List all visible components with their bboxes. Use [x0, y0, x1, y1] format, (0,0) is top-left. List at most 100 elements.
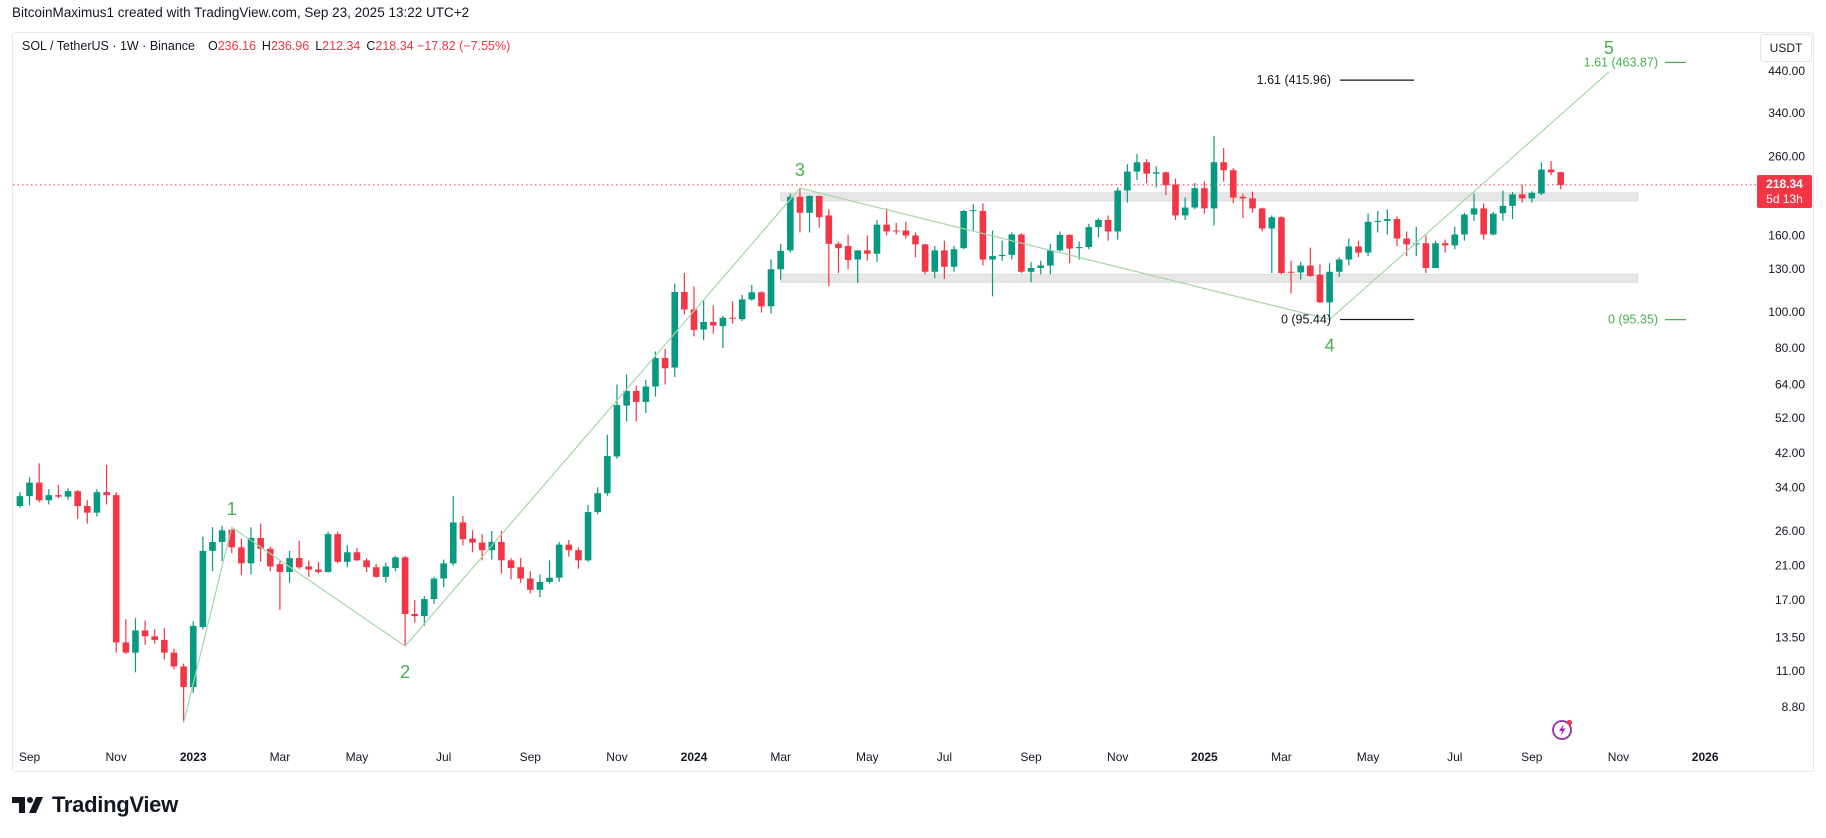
- candle[interactable]: [652, 351, 659, 397]
- candle[interactable]: [950, 245, 958, 272]
- candle[interactable]: [132, 618, 139, 673]
- candle[interactable]: [864, 235, 871, 261]
- candle[interactable]: [363, 558, 370, 572]
- fib-layer[interactable]: 1.61 (415.96) 0 (95.44) 1.61 (463.87) 0 (95…: [1257, 55, 1686, 327]
- candle[interactable]: [892, 222, 900, 235]
- candle[interactable]: [1210, 135, 1218, 226]
- candle[interactable]: [1124, 164, 1131, 203]
- candle[interactable]: [969, 204, 977, 231]
- candle[interactable]: [536, 574, 544, 598]
- candle[interactable]: [35, 463, 43, 503]
- candle[interactable]: [642, 379, 650, 413]
- candle[interactable]: [449, 496, 457, 566]
- candle[interactable]: [1008, 232, 1016, 260]
- candle[interactable]: [55, 484, 62, 499]
- candle[interactable]: [315, 561, 322, 574]
- candle[interactable]: [1384, 209, 1391, 235]
- candle[interactable]: [998, 240, 1006, 261]
- candle[interactable]: [498, 530, 505, 574]
- candle[interactable]: [1326, 263, 1333, 320]
- candle[interactable]: [1152, 166, 1160, 188]
- candle[interactable]: [989, 230, 996, 297]
- candle[interactable]: [507, 558, 515, 580]
- candle[interactable]: [1441, 239, 1449, 253]
- candle[interactable]: [1451, 226, 1459, 250]
- elliott-wave-layer[interactable]: 1 2 3 4 5: [183, 38, 1614, 723]
- candle[interactable]: [64, 488, 72, 500]
- candle[interactable]: [700, 299, 707, 341]
- candle[interactable]: [883, 208, 890, 236]
- candle[interactable]: [1518, 184, 1526, 203]
- candle[interactable]: [729, 301, 736, 324]
- candle[interactable]: [257, 523, 264, 562]
- symbol-title[interactable]: SOL / TetherUS · 1W · Binance: [22, 39, 195, 53]
- candle[interactable]: [1085, 223, 1093, 250]
- candle[interactable]: [1538, 162, 1545, 196]
- candle[interactable]: [546, 560, 553, 584]
- candle[interactable]: [180, 663, 187, 723]
- candle[interactable]: [1316, 264, 1324, 304]
- candle[interactable]: [1374, 210, 1382, 233]
- candle[interactable]: [921, 243, 929, 275]
- candle[interactable]: [1412, 226, 1420, 257]
- candle[interactable]: [555, 541, 563, 582]
- candle[interactable]: [1056, 231, 1064, 252]
- candle[interactable]: [1364, 213, 1372, 257]
- candle[interactable]: [1249, 191, 1256, 213]
- candle[interactable]: [151, 629, 159, 644]
- candle[interactable]: [45, 489, 53, 505]
- candle[interactable]: [74, 490, 81, 519]
- candle[interactable]: [353, 548, 361, 562]
- candle[interactable]: [671, 283, 679, 378]
- candle[interactable]: [122, 619, 130, 654]
- candle[interactable]: [1422, 235, 1430, 274]
- candle[interactable]: [1172, 178, 1179, 220]
- candle[interactable]: [324, 531, 332, 573]
- candle[interactable]: [84, 500, 91, 524]
- candle[interactable]: [661, 348, 669, 385]
- candle[interactable]: [1307, 247, 1314, 277]
- candle[interactable]: [247, 527, 255, 575]
- candle[interactable]: [1470, 193, 1478, 221]
- candle[interactable]: [1047, 243, 1054, 275]
- price-axis[interactable]: 440.00 340.00 260.00 160.00 130.00 100.00 80.0…: [1768, 64, 1805, 714]
- candle[interactable]: [430, 576, 438, 604]
- candle[interactable]: [517, 558, 524, 583]
- candle[interactable]: [1018, 233, 1025, 274]
- candle[interactable]: [1287, 260, 1295, 294]
- candle[interactable]: [1278, 216, 1285, 275]
- candle[interactable]: [1095, 218, 1102, 238]
- candle[interactable]: [738, 294, 746, 322]
- candle[interactable]: [960, 210, 967, 250]
- candle[interactable]: [1297, 261, 1304, 280]
- candle[interactable]: [1499, 190, 1507, 221]
- candle[interactable]: [681, 273, 688, 315]
- candle[interactable]: [209, 527, 216, 572]
- candle[interactable]: [1547, 160, 1555, 176]
- candle[interactable]: [825, 209, 833, 287]
- currency-button[interactable]: USDT: [1760, 34, 1812, 62]
- candle[interactable]: [719, 316, 727, 349]
- candle[interactable]: [238, 538, 245, 576]
- candle[interactable]: [1114, 187, 1122, 240]
- candle[interactable]: [1489, 211, 1497, 236]
- candle[interactable]: [141, 620, 149, 645]
- candle[interactable]: [604, 434, 611, 496]
- tradingview-logo[interactable]: TradingView: [12, 792, 178, 818]
- candle[interactable]: [623, 374, 630, 422]
- candle[interactable]: [1201, 181, 1208, 214]
- candle[interactable]: [161, 628, 168, 660]
- candle[interactable]: [459, 516, 467, 546]
- candle[interactable]: [218, 526, 226, 562]
- candle[interactable]: [1403, 231, 1410, 257]
- candle[interactable]: [1268, 215, 1276, 274]
- candle[interactable]: [16, 492, 24, 508]
- candle[interactable]: [26, 477, 33, 506]
- candle[interactable]: [632, 385, 640, 422]
- candle[interactable]: [594, 487, 601, 515]
- candle[interactable]: [170, 648, 178, 670]
- candle[interactable]: [584, 504, 592, 562]
- candle[interactable]: [1075, 241, 1083, 260]
- candle[interactable]: [1528, 191, 1536, 203]
